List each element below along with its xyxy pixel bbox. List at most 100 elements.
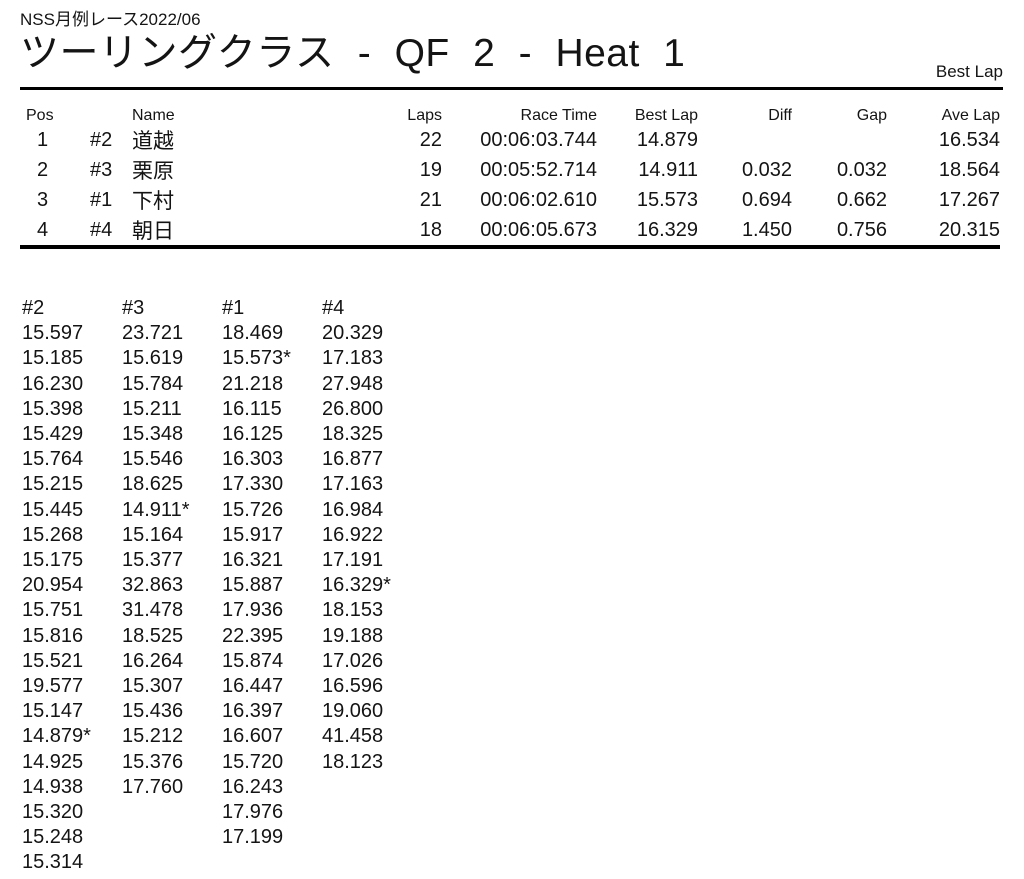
lap-row: 15.521 16.264 15.874 17.026 [22, 649, 422, 674]
lap-time-cell: 17.183 [322, 347, 384, 370]
lap-column-header: #1 [222, 297, 245, 319]
gap-cell: 0.032 [836, 158, 887, 181]
best-lap-cell: 15.573 [636, 188, 698, 211]
lap-time-cell: 17.760 [122, 775, 184, 798]
lap-time-cell: 26.800 [322, 397, 384, 420]
lap-time-cell: 16.877 [322, 448, 384, 471]
column-header-laps: Laps [407, 107, 442, 124]
lap-time-cell: 15.307 [122, 675, 184, 698]
lap-time-cell: 16.125 [222, 423, 284, 446]
lap-row: 20.954 32.863 15.887 16.329* [22, 573, 422, 598]
lap-time-cell: 15.147 [22, 700, 84, 723]
ave-lap-cell: 20.315 [938, 218, 1000, 241]
lap-time-cell: 15.212 [122, 725, 184, 748]
lap-row: 15.597 23.721 18.469 20.329 [22, 321, 422, 346]
lap-time-cell: 18.625 [122, 473, 184, 496]
lap-time-cell: 15.185 [22, 347, 84, 370]
ave-lap-cell: 18.564 [938, 158, 1000, 181]
lap-time-cell: 15.546 [122, 448, 184, 471]
lap-row: 14.925 15.376 15.720 18.123 [22, 750, 422, 775]
lap-time-cell [122, 850, 222, 875]
best-lap-cell: 14.911 [638, 158, 698, 181]
pos-cell: 3 [36, 188, 49, 211]
lap-time-cell: 14.879* [22, 725, 91, 748]
race-time-cell: 00:06:03.744 [480, 128, 597, 151]
lap-time-cell: 19.060 [322, 700, 384, 723]
lap-time-cell: 15.314 [22, 851, 84, 874]
lap-time-cell: 15.248 [22, 826, 84, 849]
column-header-diff: Diff [768, 107, 792, 124]
car-number-cell: #1 [90, 188, 113, 211]
best-lap-note: Best Lap [935, 62, 1003, 81]
lap-time-cell: 15.521 [22, 649, 84, 672]
lap-row: 15.764 15.546 16.303 16.877 [22, 447, 422, 472]
result-row: 2 #3 栗原 19 00:05:52.714 14.911 0.032 0.032 18.56… [20, 155, 1000, 185]
lap-time-cell: 15.751 [22, 599, 84, 622]
results-table: Pos Name Laps Race Time Best Lap Diff Ga… [20, 101, 1000, 249]
lap-time-cell: 16.321 [222, 549, 284, 572]
lap-time-cell: 19.188 [322, 624, 384, 647]
lap-time-cell: 15.816 [22, 624, 84, 647]
lap-time-cell: 19.577 [22, 675, 84, 698]
result-row: 1 #2 道越 22 00:06:03.744 14.879 16.534 [20, 125, 1000, 155]
driver-name-cell: 朝日 [132, 220, 174, 243]
best-lap-cell: 14.879 [636, 128, 698, 151]
lap-time-cell: 16.397 [222, 700, 284, 723]
laps-cell: 19 [419, 158, 442, 181]
lap-time-cell: 15.764 [22, 448, 84, 471]
car-number-cell: #3 [90, 158, 113, 181]
lap-time-cell: 27.948 [322, 372, 384, 395]
lap-row: 15.445 14.911* 15.726 16.984 [22, 498, 422, 523]
lap-time-cell: 16.984 [322, 498, 384, 521]
lap-time-cell [122, 825, 222, 850]
gap-cell [792, 125, 887, 155]
lap-time-cell: 15.268 [22, 523, 84, 546]
laps-cell: 21 [419, 188, 442, 211]
lap-column-header: #4 [322, 297, 345, 319]
lap-time-cell: 22.395 [222, 624, 284, 647]
lap-time-cell: 20.329 [322, 322, 384, 345]
lap-time-cell: 14.938 [22, 775, 84, 798]
lap-time-cell: 18.123 [322, 750, 384, 773]
laps-cell: 22 [419, 128, 442, 151]
lap-time-cell: 15.917 [222, 523, 284, 546]
driver-name-cell: 下村 [132, 190, 174, 213]
lap-row: 15.175 15.377 16.321 17.191 [22, 548, 422, 573]
lap-time-cell: 18.525 [122, 624, 184, 647]
lap-time-cell: 15.377 [122, 549, 184, 572]
results-header-row: Pos Name Laps Race Time Best Lap Diff Ga… [20, 101, 1000, 125]
lap-time-cell: 15.320 [22, 801, 84, 824]
lap-time-cell: 15.597 [22, 322, 84, 345]
car-number-cell: #4 [90, 218, 113, 241]
lap-time-cell: 18.469 [222, 322, 284, 345]
pos-cell: 1 [36, 128, 49, 151]
result-row: 4 #4 朝日 18 00:06:05.673 16.329 1.450 0.756 20.31… [20, 215, 1000, 247]
lap-time-cell: 16.596 [322, 675, 384, 698]
page-title: ツーリングクラス - QF 2 - Heat 1 [20, 32, 686, 75]
lap-row: 15.398 15.211 16.115 26.800 [22, 397, 422, 422]
lap-table-header-row: #2 #3 #1 #4 [22, 296, 422, 321]
lap-column-header: #3 [122, 297, 145, 319]
lap-time-cell: 15.720 [222, 750, 284, 773]
lap-row: 15.248 17.199 [22, 825, 422, 850]
lap-time-cell: 16.607 [222, 725, 284, 748]
column-header-best-lap: Best Lap [634, 107, 698, 124]
lap-time-cell: 15.175 [22, 549, 84, 572]
lap-time-cell: 15.619 [122, 347, 184, 370]
lap-row: 19.577 15.307 16.447 16.596 [22, 674, 422, 699]
report-header: NSS月例レース2022/06 ツーリングクラス - QF 2 - Heat 1… [20, 0, 1003, 90]
pos-cell: 2 [36, 158, 49, 181]
lap-time-cell: 17.163 [322, 473, 384, 496]
gap-cell: 0.662 [836, 188, 887, 211]
lap-time-cell: 16.447 [222, 675, 284, 698]
lap-time-cell: 15.887 [222, 574, 284, 597]
lap-time-cell [322, 825, 422, 850]
diff-cell [698, 125, 792, 155]
lap-time-cell: 17.191 [322, 549, 384, 572]
race-time-cell: 00:05:52.714 [480, 158, 597, 181]
lap-row: 15.185 15.619 15.573* 17.183 [22, 346, 422, 371]
lap-times-table: #2 #3 #1 #4 15.597 23.721 18.469 20.329 15.1… [22, 296, 422, 876]
result-row: 3 #1 下村 21 00:06:02.610 15.573 0.694 0.662 17.26… [20, 185, 1000, 215]
lap-time-cell: 17.976 [222, 801, 284, 824]
